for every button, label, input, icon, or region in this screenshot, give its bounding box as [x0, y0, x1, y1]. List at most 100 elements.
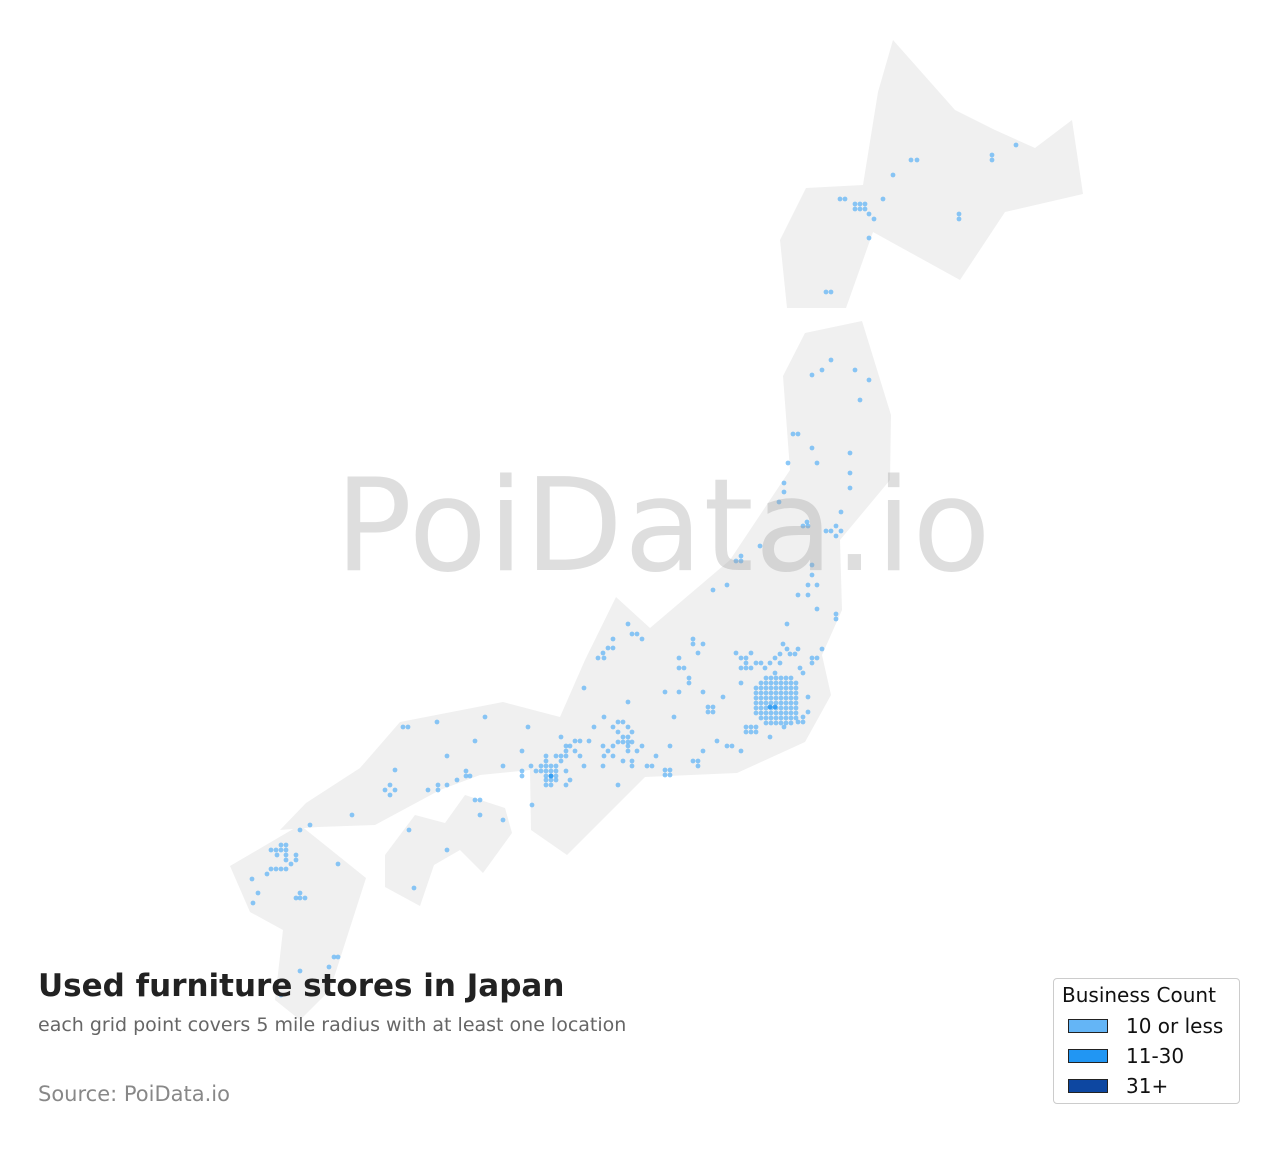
grid-point: [768, 675, 774, 681]
grid-point: [778, 690, 784, 696]
grid-point: [793, 710, 799, 716]
grid-point: [828, 289, 834, 295]
grid-point: [738, 655, 744, 661]
grid-point: [767, 704, 773, 710]
grid-point: [434, 719, 440, 725]
grid-point: [435, 787, 441, 793]
grid-point: [548, 782, 554, 788]
grid-point: [914, 157, 920, 163]
grid-point: [690, 758, 696, 764]
grid-point: [605, 645, 611, 651]
grid-point: [482, 714, 488, 720]
grid-point: [768, 685, 774, 691]
grid-point: [773, 685, 779, 691]
grid-point: [558, 734, 564, 740]
grid-point: [833, 533, 839, 539]
grid-point: [720, 694, 726, 700]
grid-point: [528, 763, 534, 769]
grid-point: [866, 235, 872, 241]
legend-label: 11-30: [1126, 1044, 1185, 1068]
grid-point: [667, 767, 673, 773]
grid-point: [543, 763, 549, 769]
grid-point: [519, 768, 525, 774]
grid-point: [625, 724, 631, 730]
grid-point: [777, 651, 783, 657]
grid-point: [788, 720, 794, 726]
grid-point: [857, 206, 863, 212]
grid-point: [543, 768, 549, 774]
grid-point: [605, 748, 611, 754]
grid-point: [444, 782, 450, 788]
grid-point: [705, 709, 711, 715]
grid-point: [788, 700, 794, 706]
grid-point: [662, 767, 668, 773]
grid-point: [392, 787, 398, 793]
grid-point: [278, 847, 284, 853]
grid-point: [956, 216, 962, 222]
grid-point: [795, 719, 801, 725]
grid-point: [620, 739, 626, 745]
grid-point: [331, 954, 337, 960]
grid-point: [705, 704, 711, 710]
grid-point: [778, 680, 784, 686]
grid-point: [809, 655, 815, 661]
grid-point: [738, 665, 744, 671]
grid-point: [758, 710, 764, 716]
grid-point: [519, 773, 525, 779]
grid-point: [671, 714, 677, 720]
grid-point: [809, 660, 815, 666]
grid-point: [788, 685, 794, 691]
grid-point: [823, 289, 829, 295]
grid-point: [548, 777, 554, 783]
grid-point: [326, 964, 332, 970]
grid-point: [800, 714, 806, 720]
grid-point: [793, 715, 799, 721]
grid-point: [273, 847, 279, 853]
grid-point: [788, 680, 794, 686]
grid-point: [783, 715, 789, 721]
grid-point: [768, 715, 774, 721]
grid-point: [533, 768, 539, 774]
source-note: Source: PoiData.io: [38, 1082, 230, 1106]
grid-point: [335, 954, 341, 960]
grid-point: [738, 558, 744, 564]
grid-point: [788, 715, 794, 721]
grid-point: [553, 753, 559, 759]
grid-point: [784, 621, 790, 627]
grid-point: [681, 665, 687, 671]
grid-point: [283, 852, 289, 858]
grid-point: [871, 216, 877, 222]
grid-point: [809, 572, 815, 578]
grid-point: [852, 201, 858, 207]
grid-point: [788, 705, 794, 711]
land-hokkaido: [780, 40, 1083, 308]
grid-point: [577, 753, 583, 759]
grid-point: [667, 743, 673, 749]
grid-point: [748, 724, 754, 730]
grid-point: [710, 704, 716, 710]
grid-point: [793, 690, 799, 696]
grid-point: [620, 719, 626, 725]
grid-point: [738, 680, 744, 686]
grid-point: [880, 196, 886, 202]
grid-point: [615, 739, 621, 745]
grid-point: [690, 636, 696, 642]
grid-point: [625, 743, 631, 749]
grid-point: [283, 847, 289, 853]
grid-point: [778, 685, 784, 691]
grid-point: [297, 968, 303, 974]
grid-point: [283, 857, 289, 863]
grid-point: [653, 753, 659, 759]
grid-point: [763, 710, 769, 716]
grid-point: [729, 743, 735, 749]
grid-point: [543, 777, 549, 783]
grid-point: [302, 895, 308, 901]
grid-point: [538, 768, 544, 774]
grid-point: [600, 763, 606, 769]
grid-point: [743, 724, 749, 730]
grid-point: [748, 665, 754, 671]
grid-point: [838, 528, 844, 534]
grid-point: [255, 890, 261, 896]
grid-point: [297, 895, 303, 901]
grid-point: [567, 777, 573, 783]
